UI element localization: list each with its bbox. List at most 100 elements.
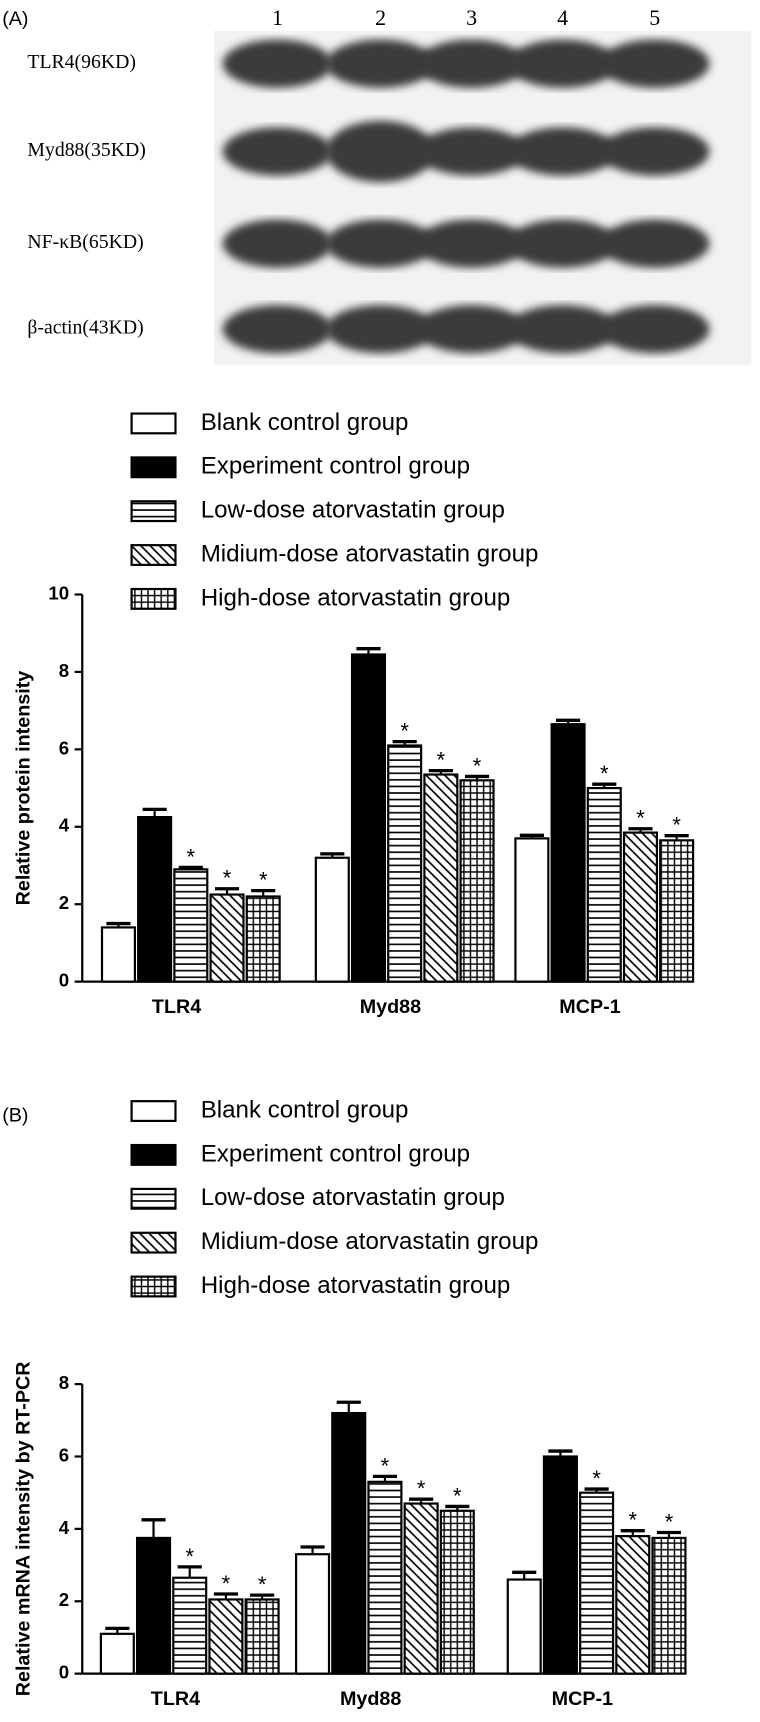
bar <box>439 1509 475 1675</box>
y-tick-label: 6 <box>59 1444 69 1465</box>
bar <box>615 1535 651 1675</box>
x-tick-label: MCP-1 <box>552 1688 613 1710</box>
legend-label: High-dose atorvastatin group <box>201 584 511 611</box>
bar <box>459 779 495 983</box>
legend-swatch <box>130 1275 177 1298</box>
bar <box>586 786 622 983</box>
y-tick-label: 4 <box>59 1517 70 1538</box>
western-blot <box>213 30 752 366</box>
bar <box>542 1455 578 1675</box>
bar <box>172 1576 208 1675</box>
legend-label: Experiment control group <box>201 1140 470 1167</box>
band <box>325 39 436 88</box>
band <box>507 304 618 354</box>
band <box>222 219 333 268</box>
bar <box>579 1491 615 1675</box>
significance-mark: * <box>600 761 609 786</box>
legend-label: Midium-dose atorvastatin group <box>201 540 539 567</box>
y-axis-label: Relative protein intensity <box>12 671 34 906</box>
lane-label: 3 <box>466 5 477 30</box>
panel-label: (B) <box>2 1105 28 1127</box>
bar <box>651 1536 687 1675</box>
bar <box>550 723 586 983</box>
bar <box>367 1480 403 1675</box>
significance-mark: * <box>592 1466 601 1491</box>
bar <box>245 895 281 983</box>
y-tick-label: 4 <box>59 815 70 836</box>
bar <box>350 653 387 983</box>
legend-swatch <box>130 456 177 479</box>
significance-mark: * <box>417 1476 426 1501</box>
x-tick-label: Myd88 <box>340 1688 401 1710</box>
bar <box>387 744 423 983</box>
legend-swatch <box>130 544 177 566</box>
lane-label: 4 <box>557 5 568 30</box>
bar <box>135 1536 172 1675</box>
bar <box>622 831 659 983</box>
significance-mark: * <box>453 1483 462 1508</box>
y-tick-label: 0 <box>59 970 69 991</box>
band <box>325 219 436 268</box>
significance-mark: * <box>672 813 681 838</box>
band <box>416 304 527 354</box>
bar <box>99 1632 135 1675</box>
bar <box>403 1502 439 1675</box>
band <box>325 120 436 183</box>
band <box>599 39 710 88</box>
band <box>222 127 333 176</box>
legend-swatch <box>130 1187 177 1210</box>
legend-label: Experiment control group <box>201 453 470 480</box>
legend-label: Low-dose atorvastatin group <box>201 497 505 524</box>
lane-label: 2 <box>375 5 386 30</box>
y-tick-label: 8 <box>59 660 69 681</box>
legend-label: Blank control group <box>201 1096 409 1123</box>
significance-mark: * <box>222 1571 231 1596</box>
x-tick-label: TLR4 <box>151 1688 200 1710</box>
y-tick-label: 10 <box>48 582 69 603</box>
significance-mark: * <box>223 866 232 891</box>
bar <box>100 926 136 983</box>
significance-mark: * <box>473 753 482 778</box>
band <box>507 39 618 88</box>
y-tick-label: 2 <box>59 1589 69 1610</box>
band <box>222 304 333 354</box>
band <box>599 219 710 268</box>
significance-mark: * <box>381 1453 390 1478</box>
significance-mark: * <box>629 1508 638 1533</box>
bar <box>173 868 209 983</box>
bar <box>506 1578 542 1675</box>
band <box>416 127 527 176</box>
legend-label: Midium-dose atorvastatin group <box>201 1228 539 1255</box>
band <box>507 219 618 268</box>
x-tick-label: Myd88 <box>360 996 421 1018</box>
lane-label: 1 <box>272 5 283 30</box>
legend-swatch <box>130 412 177 435</box>
significance-mark: * <box>258 1572 267 1597</box>
band-label: TLR4(96KD) <box>27 51 136 73</box>
bar <box>659 839 695 983</box>
significance-mark: * <box>259 868 268 893</box>
lane-label: 5 <box>649 5 660 30</box>
x-tick-label: MCP-1 <box>559 996 620 1018</box>
legend-swatch <box>130 1143 177 1166</box>
legend-label: High-dose atorvastatin group <box>201 1272 511 1299</box>
bar <box>295 1553 331 1675</box>
legend-swatch <box>130 587 177 610</box>
significance-mark: * <box>665 1510 674 1535</box>
legend-label: Blank control group <box>201 409 409 436</box>
y-tick-label: 2 <box>59 892 69 913</box>
band-label: β-actin(43KD) <box>27 317 143 339</box>
bar <box>137 816 173 983</box>
band <box>599 127 710 176</box>
y-tick-label: 0 <box>59 1662 69 1683</box>
x-tick-label: TLR4 <box>152 996 201 1018</box>
legend-swatch <box>130 1100 177 1123</box>
bar <box>314 856 350 983</box>
band <box>325 304 436 354</box>
band <box>599 304 710 354</box>
significance-mark: * <box>185 1544 194 1569</box>
band <box>507 127 618 176</box>
band <box>416 219 527 268</box>
